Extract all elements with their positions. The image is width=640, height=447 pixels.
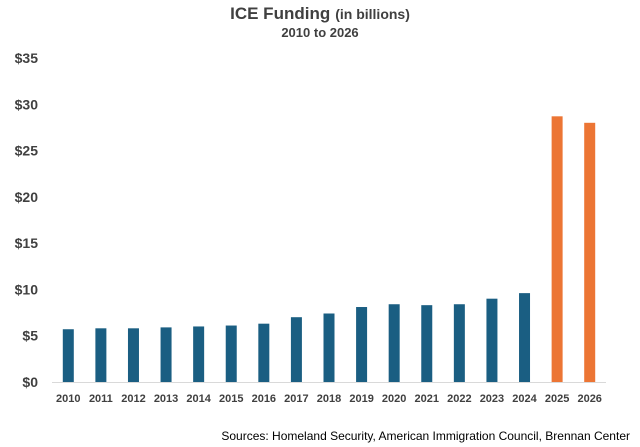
bar-2010 — [62, 329, 74, 382]
bar-2021 — [421, 305, 433, 382]
x-tick-label: 2015 — [219, 393, 243, 405]
x-axis: 2010 2011 2012 2013 2014 2015 2016 2017 2018 2019… — [52, 382, 606, 405]
bar-2013 — [160, 327, 172, 382]
chart-title-suffix: (in billions) — [335, 6, 410, 22]
bar-2022 — [453, 304, 465, 382]
bar-2026 — [584, 122, 596, 383]
y-tick-label: $20 — [15, 189, 39, 205]
bar-2020 — [388, 304, 400, 382]
x-tick-label: 2013 — [154, 393, 178, 405]
bars-group — [62, 116, 596, 383]
source-note: Sources: Homeland Security, American Imm… — [221, 429, 630, 443]
bar-2024 — [519, 293, 531, 382]
x-tick-label: 2023 — [480, 393, 504, 405]
bar-2019 — [356, 307, 368, 382]
x-tick-label: 2026 — [577, 393, 601, 405]
chart-title-main: ICE Funding — [230, 4, 330, 23]
x-tick-label: 2025 — [545, 393, 569, 405]
x-tick-label: 2021 — [415, 393, 439, 405]
x-tick-label: 2018 — [317, 393, 341, 405]
x-tick-label: 2010 — [56, 393, 80, 405]
bar-2016 — [258, 323, 270, 382]
x-tick-label: 2012 — [121, 393, 145, 405]
bar-2023 — [486, 298, 498, 382]
x-tick-label: 2020 — [382, 393, 406, 405]
bar-2025 — [551, 116, 563, 382]
y-tick-label: $10 — [15, 281, 39, 297]
x-tick-label: 2024 — [512, 393, 537, 405]
x-tick-label: 2017 — [284, 393, 308, 405]
y-tick-label: $30 — [15, 96, 39, 112]
bar-2015 — [225, 325, 237, 382]
chart-subtitle: 2010 to 2026 — [281, 25, 358, 40]
bar-2011 — [95, 328, 107, 382]
y-tick-label: $35 — [15, 50, 39, 66]
y-tick-label: $5 — [22, 328, 38, 344]
x-tick-label: 2022 — [447, 393, 471, 405]
bar-2012 — [127, 328, 139, 382]
y-tick-label: $15 — [15, 235, 39, 251]
bar-2014 — [193, 326, 205, 382]
x-tick-label: 2011 — [89, 393, 113, 405]
y-tick-label: $0 — [22, 374, 38, 390]
x-tick-label: 2016 — [252, 393, 276, 405]
chart-title: ICE Funding (in billions) — [230, 4, 410, 23]
x-tick-label: 2019 — [349, 393, 373, 405]
y-tick-label: $25 — [15, 143, 39, 159]
y-axis: $0 $5 $10 $15 $20 $25 $30 $35 — [15, 50, 39, 390]
x-tick-label: 2014 — [186, 393, 211, 405]
bar-2018 — [323, 313, 335, 382]
bar-2017 — [290, 317, 302, 382]
